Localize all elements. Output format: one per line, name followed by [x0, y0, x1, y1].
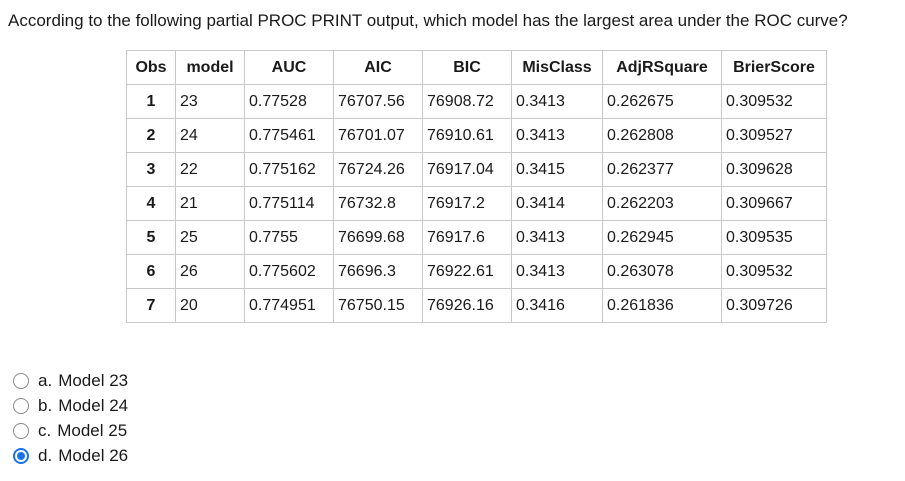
cell-obs: 4 [126, 186, 176, 221]
table-row: 4 21 0.775114 76732.8 76917.2 0.3414 0.2… [126, 186, 827, 221]
header-aic: AIC [333, 50, 423, 85]
cell-model: 26 [175, 254, 245, 289]
table-row: 7 20 0.774951 76750.15 76926.16 0.3416 0… [126, 288, 827, 323]
cell-auc: 0.775162 [244, 152, 334, 187]
cell-auc: 0.775602 [244, 254, 334, 289]
cell-model: 22 [175, 152, 245, 187]
cell-aic: 76701.07 [333, 118, 423, 153]
option-letter: a. [38, 370, 53, 390]
option-text: Model 24 [58, 395, 129, 415]
cell-auc: 0.774951 [244, 288, 334, 323]
cell-misclass: 0.3413 [511, 220, 603, 255]
cell-aic: 76732.8 [333, 186, 423, 221]
cell-adjrsquare: 0.262808 [602, 118, 722, 153]
option-letter: c. [38, 420, 52, 440]
cell-bic: 76908.72 [422, 84, 512, 119]
cell-adjrsquare: 0.262945 [602, 220, 722, 255]
header-misclass: MisClass [511, 50, 603, 85]
header-bic: BIC [422, 50, 512, 85]
cell-obs: 5 [126, 220, 176, 255]
option-c[interactable]: c. Model 25 [13, 418, 128, 443]
cell-bic: 76917.04 [422, 152, 512, 187]
cell-obs: 3 [126, 152, 176, 187]
cell-auc: 0.7755 [244, 220, 334, 255]
cell-model: 20 [175, 288, 245, 323]
header-auc: AUC [244, 50, 334, 85]
option-letter: d. [38, 445, 53, 465]
cell-model: 25 [175, 220, 245, 255]
cell-brierscore: 0.309726 [721, 288, 827, 323]
cell-obs: 7 [126, 288, 176, 323]
cell-brierscore: 0.309532 [721, 84, 827, 119]
cell-misclass: 0.3416 [511, 288, 603, 323]
cell-bic: 76922.61 [422, 254, 512, 289]
header-brierscore: BrierScore [721, 50, 827, 85]
option-text: Model 23 [58, 370, 129, 390]
radio-button-c[interactable] [13, 422, 29, 439]
cell-obs: 1 [126, 84, 176, 119]
cell-model: 21 [175, 186, 245, 221]
radio-button-b[interactable] [13, 397, 29, 414]
cell-model: 23 [175, 84, 245, 119]
radio-button-a[interactable] [13, 372, 29, 389]
cell-misclass: 0.3414 [511, 186, 603, 221]
cell-misclass: 0.3413 [511, 118, 603, 153]
option-text: Model 26 [58, 445, 129, 465]
cell-bic: 76917.2 [422, 186, 512, 221]
cell-bic: 76910.61 [422, 118, 512, 153]
table-row: 1 23 0.77528 76707.56 76908.72 0.3413 0.… [126, 84, 827, 119]
answer-options: a. Model 23 b. Model 24 c. Model 25 d. M… [13, 368, 128, 468]
cell-brierscore: 0.309667 [721, 186, 827, 221]
cell-aic: 76724.26 [333, 152, 423, 187]
cell-adjrsquare: 0.262675 [602, 84, 722, 119]
cell-brierscore: 0.309535 [721, 220, 827, 255]
cell-brierscore: 0.309532 [721, 254, 827, 289]
cell-adjrsquare: 0.261836 [602, 288, 722, 323]
cell-misclass: 0.3413 [511, 84, 603, 119]
table-row: 6 26 0.775602 76696.3 76922.61 0.3413 0.… [126, 254, 827, 289]
cell-obs: 6 [126, 254, 176, 289]
cell-adjrsquare: 0.262203 [602, 186, 722, 221]
cell-obs: 2 [126, 118, 176, 153]
cell-brierscore: 0.309628 [721, 152, 827, 187]
radio-button-d[interactable] [13, 447, 29, 464]
table-header-row: Obs model AUC AIC BIC MisClass AdjRSquar… [126, 50, 827, 85]
cell-brierscore: 0.309527 [721, 118, 827, 153]
cell-misclass: 0.3415 [511, 152, 603, 187]
cell-adjrsquare: 0.262377 [602, 152, 722, 187]
cell-adjrsquare: 0.263078 [602, 254, 722, 289]
question-text: According to the following partial PROC … [8, 11, 848, 30]
cell-auc: 0.775461 [244, 118, 334, 153]
table-row: 5 25 0.7755 76699.68 76917.6 0.3413 0.26… [126, 220, 827, 255]
option-text: Model 25 [57, 420, 128, 440]
option-letter: b. [38, 395, 53, 415]
cell-aic: 76696.3 [333, 254, 423, 289]
header-adjrsquare: AdjRSquare [602, 50, 722, 85]
table-row: 2 24 0.775461 76701.07 76910.61 0.3413 0… [126, 118, 827, 153]
option-a[interactable]: a. Model 23 [13, 368, 128, 393]
cell-misclass: 0.3413 [511, 254, 603, 289]
cell-bic: 76917.6 [422, 220, 512, 255]
cell-auc: 0.77528 [244, 84, 334, 119]
header-obs: Obs [126, 50, 176, 85]
cell-aic: 76750.15 [333, 288, 423, 323]
table-row: 3 22 0.775162 76724.26 76917.04 0.3415 0… [126, 152, 827, 187]
cell-auc: 0.775114 [244, 186, 334, 221]
cell-bic: 76926.16 [422, 288, 512, 323]
proc-print-table: Obs model AUC AIC BIC MisClass AdjRSquar… [126, 50, 827, 323]
header-model: model [175, 50, 245, 85]
cell-aic: 76699.68 [333, 220, 423, 255]
option-d[interactable]: d. Model 26 [13, 443, 128, 468]
option-b[interactable]: b. Model 24 [13, 393, 128, 418]
cell-model: 24 [175, 118, 245, 153]
cell-aic: 76707.56 [333, 84, 423, 119]
